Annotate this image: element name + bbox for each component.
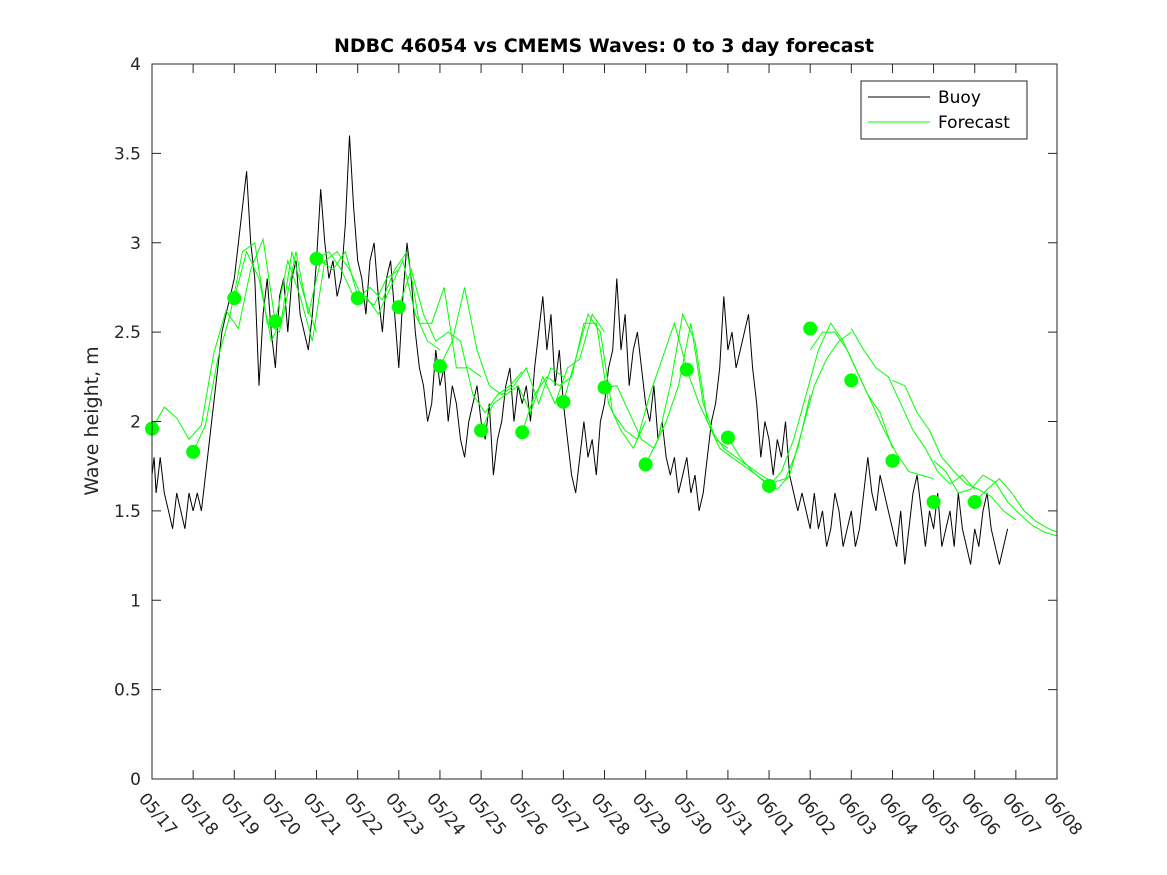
- y-axis-label: Wave height, m: [81, 346, 103, 495]
- forecast-marker: [432, 359, 447, 374]
- y-tick-label: 2: [130, 413, 141, 433]
- forecast-marker: [762, 478, 777, 493]
- forecast-marker: [638, 457, 653, 472]
- y-tick-label: 3: [130, 234, 141, 254]
- forecast-marker: [844, 373, 859, 388]
- forecast-marker: [391, 300, 406, 315]
- forecast-marker: [515, 425, 530, 440]
- forecast-marker: [186, 444, 201, 459]
- x-tick-label: 06/02: [792, 789, 839, 839]
- forecast-marker: [720, 430, 735, 445]
- forecast-run-line: [398, 267, 523, 414]
- x-tick-label: 06/04: [875, 789, 922, 839]
- x-tick-label: 05/27: [546, 789, 593, 839]
- forecast-marker: [967, 494, 982, 509]
- buoy-line: [151, 135, 1009, 565]
- x-tick-label: 05/28: [587, 789, 634, 839]
- forecast-marker: [679, 362, 694, 377]
- forecast-run-line: [850, 328, 976, 490]
- x-tick-label: 05/31: [710, 789, 757, 839]
- y-tick-label: 2.5: [114, 323, 141, 343]
- x-tick-label: 05/22: [340, 789, 387, 839]
- x-tick-label: 05/25: [463, 789, 510, 839]
- x-tick-label: 05/24: [422, 789, 469, 839]
- x-tick-label: 05/21: [299, 789, 346, 839]
- legend-label-forecast: Forecast: [938, 113, 1010, 133]
- y-tick-label: 1.5: [114, 502, 141, 522]
- forecast-marker: [268, 314, 283, 329]
- x-tick-label: 05/20: [258, 789, 305, 839]
- x-tick-label: 05/19: [216, 789, 263, 839]
- forecast-run-line: [192, 241, 317, 453]
- forecast-run-line: [974, 477, 1058, 533]
- forecast-markers: [145, 251, 982, 509]
- x-tick-label: 06/06: [957, 789, 1004, 839]
- forecast-marker: [556, 394, 571, 409]
- x-tick-label: 05/23: [381, 789, 428, 839]
- legend-box: [860, 80, 1028, 140]
- forecast-marker: [474, 423, 489, 438]
- forecast-run-line: [357, 250, 482, 378]
- chart-title: NDBC 46054 vs CMEMS Waves: 0 to 3 day fo…: [334, 35, 874, 57]
- x-tick-label: 05/26: [504, 789, 551, 839]
- forecast-marker: [885, 453, 900, 468]
- forecast-run-line: [521, 322, 647, 450]
- x-tick-label: 06/01: [751, 789, 798, 839]
- x-tick-label: 06/08: [1039, 789, 1086, 839]
- x-tick-label: 06/05: [916, 789, 963, 839]
- forecast-run-line: [604, 323, 729, 450]
- x-tick-label: 05/17: [134, 789, 181, 839]
- forecast-marker: [227, 291, 242, 306]
- forecast-marker: [350, 291, 365, 306]
- x-tick-label: 05/29: [628, 789, 675, 839]
- forecast-run-line: [480, 313, 605, 431]
- forecast-run-line: [768, 322, 893, 487]
- x-tick-label: 06/07: [998, 789, 1045, 839]
- y-tick-label: 0.5: [114, 681, 141, 701]
- forecast-marker: [926, 494, 941, 509]
- buoy-series: [151, 135, 1009, 565]
- y-axis: 0 0.5 1 1.5 2 2.5 3 3.5 4: [114, 55, 1057, 790]
- forecast-run-line: [727, 331, 852, 491]
- forecast-run-line: [892, 379, 1017, 521]
- y-tick-label: 3.5: [114, 144, 141, 164]
- plot-background: [152, 64, 1057, 779]
- forecast-run-line: [809, 331, 934, 480]
- forecast-run-line: [439, 287, 564, 406]
- x-tick-label: 05/18: [175, 789, 222, 839]
- y-tick-label: 4: [130, 55, 141, 75]
- forecast-run-line: [151, 237, 276, 441]
- forecast-run-line: [562, 313, 688, 441]
- y-tick-label: 0: [130, 770, 141, 790]
- forecast-marker: [803, 321, 818, 336]
- plot-area: 00.511.522.533.54 05/1705/1805/1905/2005…: [114, 55, 1086, 840]
- x-tick-label: 06/03: [833, 789, 880, 839]
- x-tick-label: 05/30: [669, 789, 716, 839]
- legend: Buoy Forecast: [860, 80, 1028, 140]
- forecast-marker: [597, 380, 612, 395]
- forecast-series: [151, 237, 1058, 537]
- y-tick-label: 1: [130, 591, 141, 611]
- legend-label-buoy: Buoy: [938, 88, 981, 108]
- forecast-marker: [309, 251, 324, 266]
